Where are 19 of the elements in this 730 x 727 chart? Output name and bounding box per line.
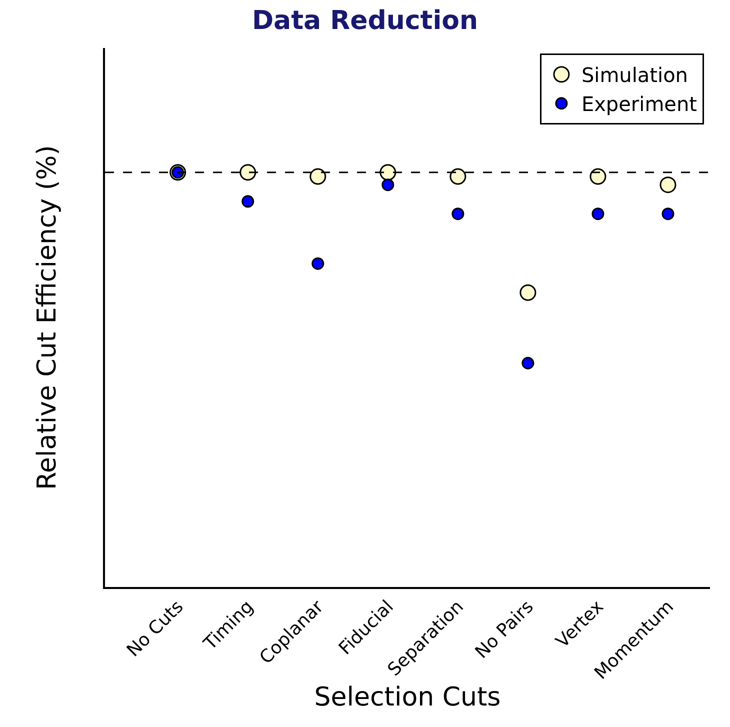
point [382,178,394,192]
point [450,168,466,185]
legend-label: Simulation [581,63,688,88]
point [590,168,606,185]
point [660,176,676,194]
point [310,168,326,185]
point [520,284,536,301]
point [312,257,324,270]
point [242,195,254,208]
point [380,164,396,181]
chart-title: Data Reduction [252,6,478,36]
legend-label: Experiment [581,92,698,116]
point [662,208,674,220]
x-axis-title: Selection Cuts [314,682,501,712]
point [592,208,604,220]
point [452,208,464,220]
y-axis-title: Relative Cut Efficiency (%) [32,145,62,490]
point [240,164,256,181]
point [522,356,534,370]
